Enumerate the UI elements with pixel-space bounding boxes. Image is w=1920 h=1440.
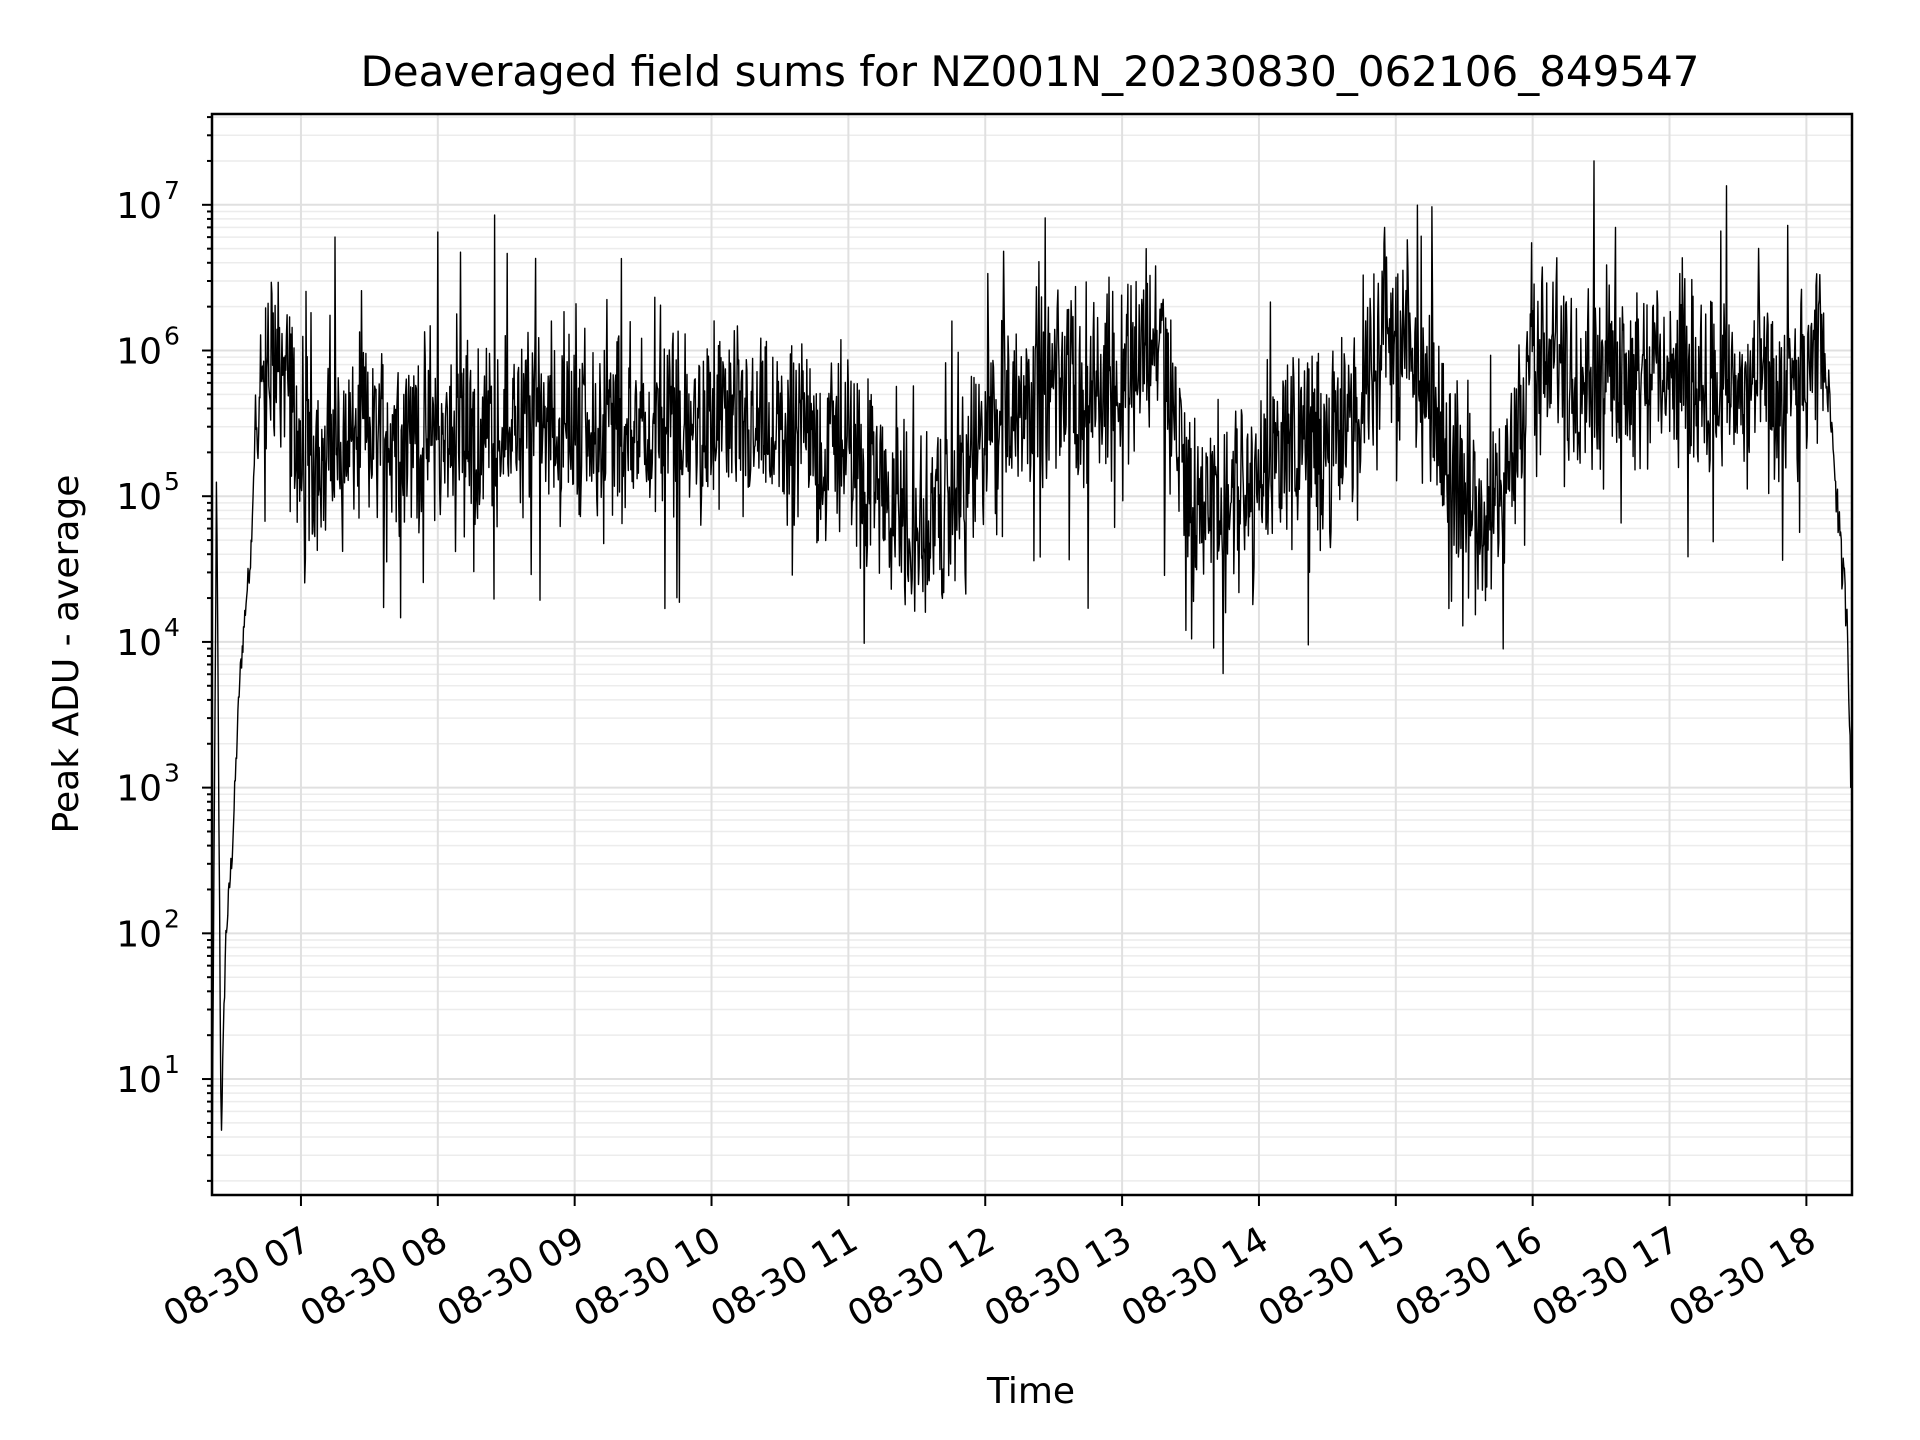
- y-tick-exponent: 7: [164, 176, 180, 205]
- chart-title: Deaveraged field sums for NZ001N_2023083…: [360, 47, 1699, 96]
- y-axis-label: Peak ADU - average: [46, 475, 87, 834]
- plot-area: [212, 160, 1852, 1177]
- y-tick-exponent: 3: [164, 759, 180, 788]
- y-tick-label: 10: [116, 332, 162, 373]
- series-line: [212, 160, 1852, 1177]
- y-tick-label: 10: [116, 186, 162, 227]
- x-axis-label: Time: [986, 1371, 1075, 1412]
- y-tick-exponent: 6: [164, 322, 180, 351]
- y-tick-exponent: 4: [164, 613, 180, 642]
- y-tick-exponent: 1: [164, 1050, 180, 1079]
- y-tick-exponent: 2: [164, 904, 180, 933]
- y-tick-label: 10: [116, 769, 162, 810]
- grid: [212, 114, 1852, 1195]
- y-tick-exponent: 5: [164, 467, 180, 496]
- y-tick-label: 10: [116, 623, 162, 664]
- y-tick-label: 10: [116, 914, 162, 955]
- y-tick-label: 10: [116, 1060, 162, 1101]
- plot-frame: [210, 112, 1854, 1197]
- y-tick-label: 10: [116, 477, 162, 518]
